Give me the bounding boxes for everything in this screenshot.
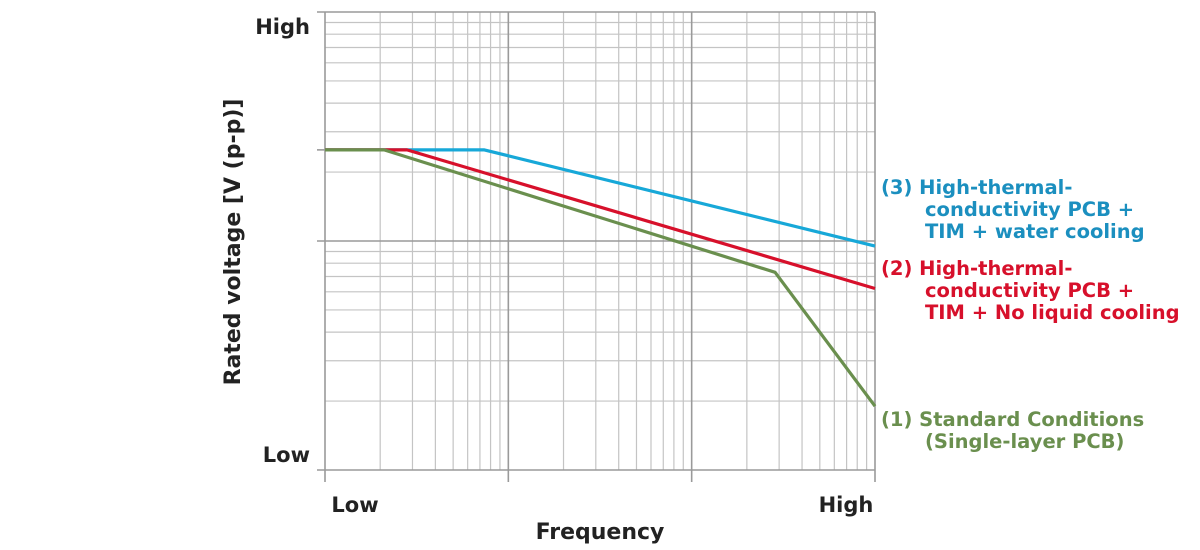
series-label-2-line-3: TIM + No liquid cooling: [925, 301, 1180, 324]
x-axis-label: Frequency: [536, 520, 665, 545]
series-label-3: (3) High-thermal-conductivity PCB + TIM +…: [881, 176, 1145, 243]
x-tick-label-high: High: [819, 493, 874, 517]
y-tick-label-high: High: [255, 15, 310, 39]
series-label-3-line-3: TIM + water cooling: [925, 220, 1145, 243]
grid: [317, 11, 876, 482]
series-label-1-line-2: (Single-layer PCB): [925, 430, 1124, 453]
series-label-1-line-1: (1) Standard Conditions: [881, 408, 1144, 431]
series-label-3-line-1: (3) High-thermal-: [881, 176, 1072, 199]
series-label-1: (1) Standard Conditions (Single-layer PCB…: [881, 408, 1144, 453]
x-tick-label-low: Low: [331, 493, 378, 517]
series-line-3: [325, 148, 876, 248]
series-label-2-line-1: (2) High-thermal-: [881, 257, 1072, 280]
series-line-2: [325, 148, 876, 291]
series-lines: [325, 148, 877, 408]
y-axis-label: Rated voltage [V (p-p)]: [221, 99, 246, 386]
series-label-3-line-2: conductivity PCB +: [925, 198, 1134, 221]
y-tick-label-low: Low: [263, 443, 310, 467]
series-label-2: (2) High-thermal-conductivity PCB + TIM +…: [881, 257, 1180, 324]
series-labels: (1) Standard Conditions (Single-layer PCB…: [881, 176, 1180, 453]
series-label-2-line-2: conductivity PCB +: [925, 279, 1134, 302]
series-line-1: [325, 148, 877, 408]
